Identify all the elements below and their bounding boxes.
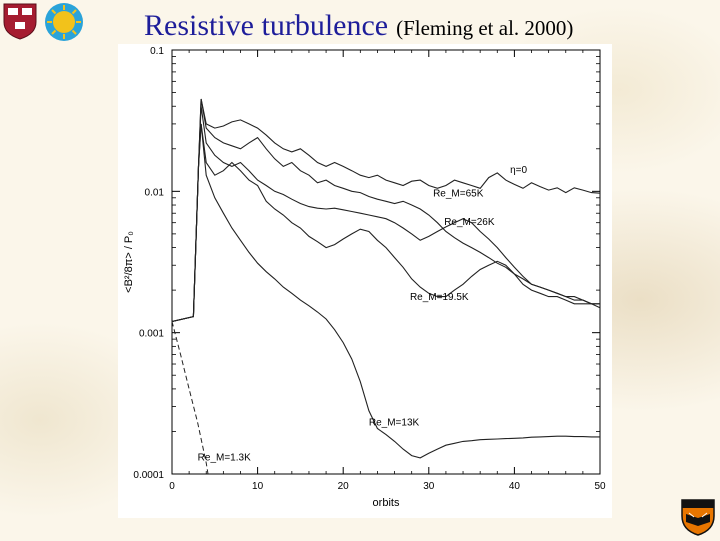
title-row: Resistive turbulence (Fleming et al. 200… [144,8,573,44]
y-tick-label: 0.0001 [133,470,164,481]
curve-label: Re_M=19.5K [410,292,469,303]
series-line-4 [171,123,601,323]
princeton-shield-icon [680,496,716,536]
turbulence-chart: 0 10 20 30 40 50 0.0001 0.001 0.01 0.1 orbits <B²/8… [123,46,606,509]
x-tick-label: 50 [594,481,606,492]
series-line-5 [171,123,600,459]
series-line-3 [171,106,600,323]
x-tick-label: 10 [252,481,264,492]
figure-panel: 0 10 20 30 40 50 0.0001 0.001 0.01 0.1 orbits <B²/8… [118,44,612,518]
sun-logo-icon [44,2,84,42]
x-tick-label: 30 [423,481,435,492]
y-tick-label: 0.1 [150,46,164,57]
curve-label: η=0 [510,165,527,176]
x-tick-label: 20 [338,481,350,492]
x-tick-label: 40 [509,481,521,492]
plot-frame [171,49,601,475]
series-line-6 [171,321,209,475]
y-axis-title: <B²/8π> / P₀ [123,231,135,293]
curve-label: Re_M=65K [433,188,484,199]
series-line-1 [171,98,601,323]
slide-subtitle: (Fleming et al. 2000) [396,16,574,40]
x-axis-title: orbits [373,497,400,509]
y-tick-label: 0.001 [139,329,164,340]
y-tick-label: 0.01 [145,187,165,198]
slide-title: Resistive turbulence [144,9,389,42]
harvard-shield-icon [2,2,38,40]
series-line-2 [171,98,600,323]
curve-label: Re_M=1.3K [198,452,251,463]
curve-label: Re_M=13K [369,418,420,429]
curve-label: Re_M=26K [444,217,495,228]
x-tick-label: 0 [169,481,175,492]
